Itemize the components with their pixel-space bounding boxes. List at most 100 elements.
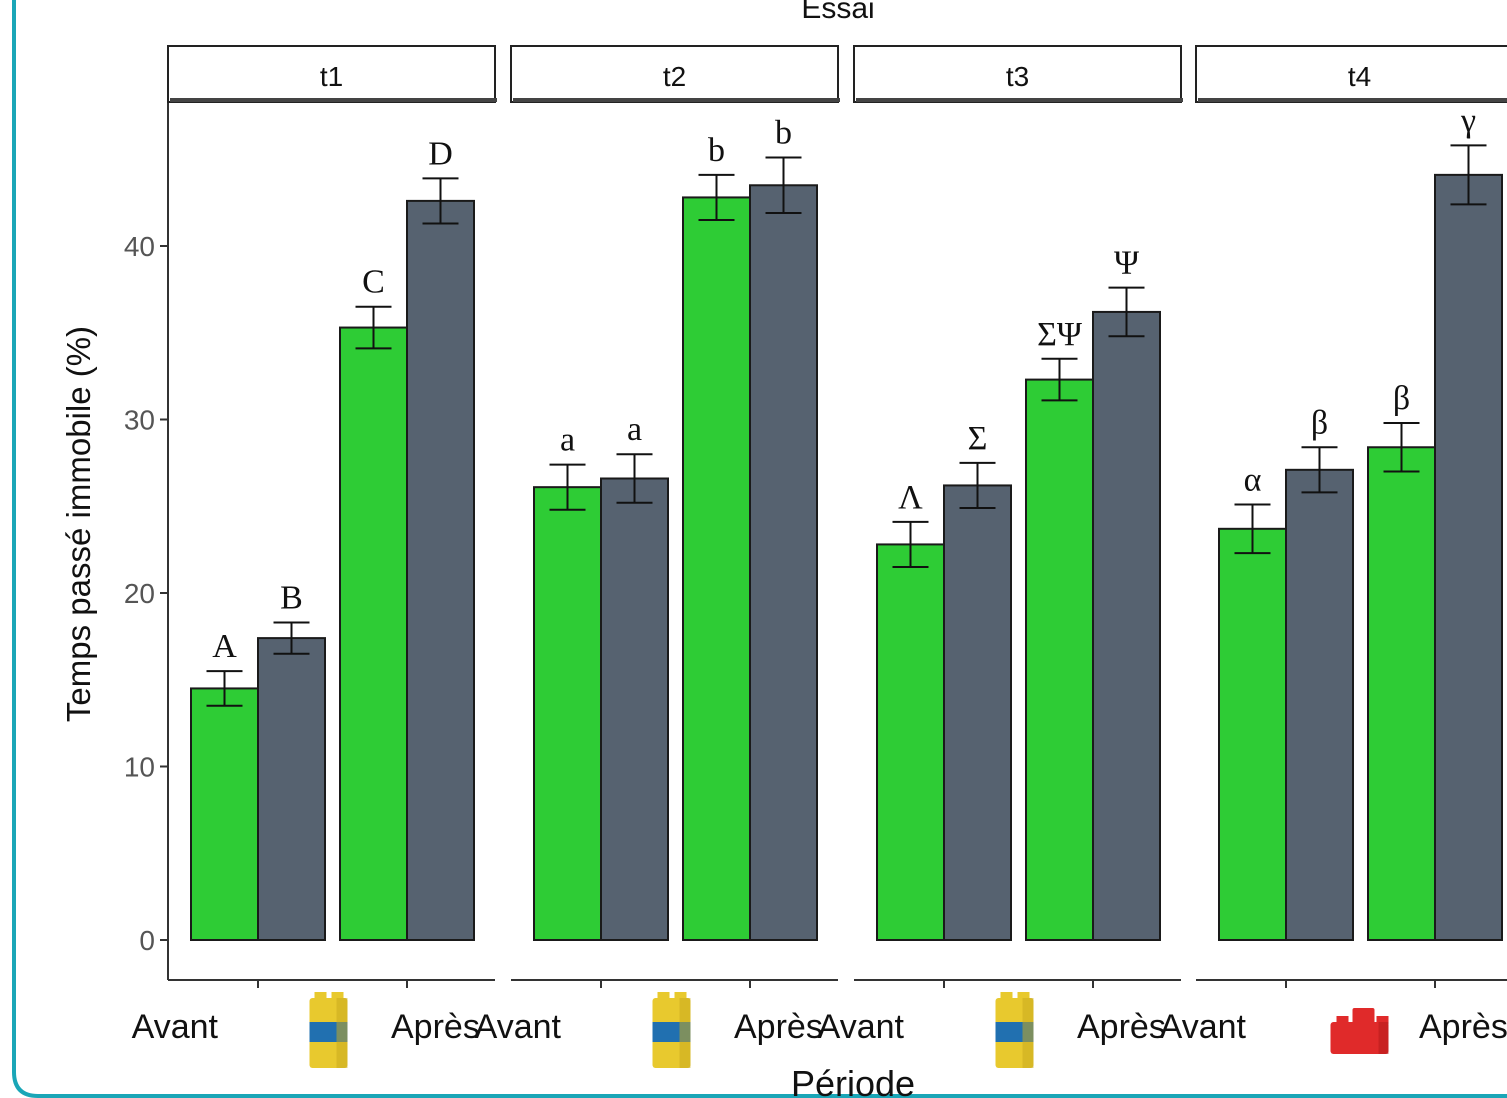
error-bar: [1383, 421, 1420, 473]
error-bar: [355, 305, 392, 350]
y-tick-label: 10: [124, 752, 155, 783]
brick-stud: [1336, 1016, 1349, 1024]
significance-letter: a: [560, 422, 575, 459]
x-tick-label: Après: [734, 1008, 823, 1046]
error-bar: [1301, 446, 1338, 494]
strip-label: t3: [1006, 61, 1029, 92]
significance-letter: α: [1244, 462, 1262, 499]
x-axis-title: Période: [791, 1063, 915, 1098]
error-bar: [422, 177, 459, 225]
bar: [682, 196, 751, 942]
significance-letter: D: [428, 135, 453, 172]
strip-t3: [853, 45, 1182, 103]
x-tick-label: Après: [1419, 1008, 1507, 1046]
significance-letter: b: [708, 132, 725, 169]
y-tick-label: 0: [139, 925, 155, 956]
bar: [190, 687, 259, 941]
panel-t4: t4 α β Avant β γ Après: [1160, 45, 1507, 1054]
bar: [406, 199, 475, 941]
strip-t2: [510, 45, 839, 103]
brick-stud: [657, 992, 670, 1000]
strip-label: t4: [1348, 61, 1371, 92]
significance-letter: Ψ: [1114, 245, 1139, 282]
x-tick-label: Après: [391, 1008, 480, 1046]
bar: [943, 484, 1012, 941]
panel-t3: t3 Λ Σ Avant ΣΨ Ψ Après: [818, 45, 1183, 1068]
bar: [1218, 527, 1287, 941]
strip-shadow: [856, 98, 1183, 102]
panels: t1 A B Avant C D Après t2 a a Avant b b Après t3 Λ Σ Avan…: [132, 45, 1507, 1068]
bar: [749, 184, 818, 941]
bar: [1434, 173, 1503, 942]
strip-shadow: [513, 98, 840, 102]
strip-shadow: [1198, 98, 1507, 102]
yellow-blue-brick-icon: [995, 992, 1034, 1068]
yellow-blue-brick-icon: [309, 992, 348, 1068]
x-tick-label: Avant: [1160, 1008, 1247, 1046]
x-tick-label: Avant: [132, 1008, 219, 1046]
error-bar: [1234, 503, 1271, 555]
brick-shade: [1022, 998, 1034, 1068]
brick-top: [1352, 1008, 1375, 1026]
y-tick-label: 30: [124, 405, 155, 436]
brick-stud: [331, 992, 344, 1000]
error-bar: [206, 670, 243, 707]
brick-shade: [1378, 1022, 1389, 1054]
error-bar: [616, 453, 653, 504]
bar: [533, 486, 602, 941]
significance-letter: γ: [1460, 102, 1476, 139]
panel-t2: t2 a a Avant b b Après: [475, 45, 840, 1068]
brick-stud: [1000, 992, 1013, 1000]
error-bar: [765, 156, 802, 215]
significance-letter: a: [627, 411, 642, 448]
significance-letter: β: [1311, 404, 1328, 441]
error-bar: [959, 461, 996, 509]
error-bar: [698, 173, 735, 221]
significance-letter: b: [775, 115, 792, 152]
bar: [339, 326, 408, 942]
error-bar: [273, 621, 310, 655]
significance-letter: A: [212, 628, 237, 665]
panel-t1: t1 A B Avant C D Après: [132, 45, 497, 1068]
x-tick-label: Avant: [818, 1008, 905, 1046]
significance-letter: B: [280, 579, 303, 616]
yellow-blue-brick-icon: [652, 992, 691, 1068]
strip-label: t1: [320, 61, 343, 92]
bar: [1367, 446, 1436, 941]
bar: [600, 477, 669, 941]
error-bar: [892, 520, 929, 568]
x-tick-label: Avant: [475, 1008, 562, 1046]
bar: [1092, 310, 1161, 941]
significance-letter: Σ: [968, 420, 988, 457]
bar: [1285, 468, 1354, 941]
significance-letter: Λ: [898, 479, 923, 516]
brick-shade: [679, 998, 691, 1068]
significance-letter: ΣΨ: [1037, 316, 1082, 353]
strip-label: t2: [663, 61, 686, 92]
bar: [876, 543, 945, 941]
brick-stud: [1017, 992, 1030, 1000]
y-axis-title: Temps passé immobile (%): [60, 326, 97, 722]
brick-stud: [314, 992, 327, 1000]
y-tick-label: 20: [124, 578, 155, 609]
strip-shadow: [170, 98, 497, 102]
error-bar: [1108, 286, 1145, 338]
error-bar: [1450, 144, 1487, 206]
brick-shade: [336, 998, 348, 1068]
error-bar: [549, 463, 586, 511]
y-tick-label: 40: [124, 231, 155, 262]
strip-t4: [1195, 45, 1507, 103]
frame-border: [12, 0, 1507, 1098]
brick-body: [1330, 1022, 1389, 1054]
brick-stud: [674, 992, 687, 1000]
red-brick-icon: [1330, 1008, 1389, 1054]
bar: [1025, 378, 1094, 942]
bar: [257, 637, 326, 941]
significance-letter: C: [362, 264, 385, 301]
brick-stud: [1376, 1016, 1389, 1024]
error-bar: [1041, 357, 1078, 402]
x-tick-label: Après: [1077, 1008, 1166, 1046]
chart-title: Essai: [801, 0, 874, 25]
